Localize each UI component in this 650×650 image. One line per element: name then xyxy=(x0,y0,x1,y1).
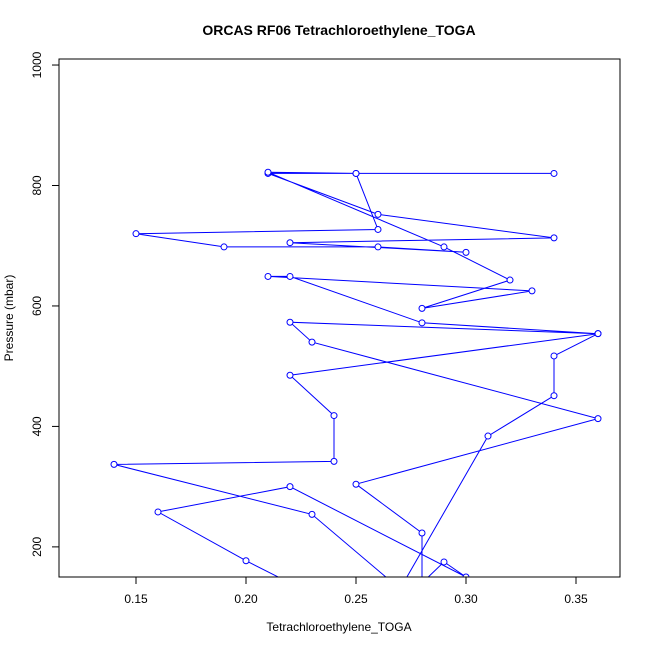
y-axis: 200 400 600 800 1000 xyxy=(30,51,60,557)
data-point xyxy=(440,243,448,251)
chart-title: ORCAS RF06 Tetrachloroethylene_TOGA xyxy=(202,22,475,38)
data-point xyxy=(110,460,118,468)
x-tick-label: 0.30 xyxy=(454,592,478,606)
data-point xyxy=(154,508,162,516)
data-point xyxy=(330,412,338,420)
x-tick-label: 0.15 xyxy=(124,592,148,606)
x-tick-label: 0.35 xyxy=(564,592,588,606)
data-point xyxy=(220,243,228,251)
data-point xyxy=(462,248,470,256)
data-point xyxy=(286,318,294,326)
data-point xyxy=(286,483,294,491)
data-point xyxy=(374,243,382,251)
data-point xyxy=(352,480,360,488)
data-point xyxy=(352,169,360,177)
series-layer xyxy=(110,168,602,577)
y-tick-label: 1000 xyxy=(30,51,44,78)
data-point xyxy=(418,304,426,312)
data-point xyxy=(330,457,338,465)
data-point xyxy=(418,529,426,537)
data-point xyxy=(286,239,294,247)
data-point xyxy=(242,557,250,565)
y-tick-label: 200 xyxy=(30,537,44,557)
x-tick-label: 0.25 xyxy=(344,592,368,606)
data-point xyxy=(264,168,272,176)
data-point xyxy=(462,573,470,577)
data-point xyxy=(418,319,426,327)
data-point xyxy=(506,276,514,284)
data-point xyxy=(550,352,558,360)
data-point xyxy=(440,558,448,566)
x-tick-label: 0.20 xyxy=(234,592,258,606)
y-tick-label: 800 xyxy=(30,175,44,195)
data-point xyxy=(550,169,558,177)
y-tick-label: 600 xyxy=(30,296,44,316)
data-point xyxy=(374,210,382,218)
data-point xyxy=(550,392,558,400)
x-axis: 0.15 0.20 0.25 0.30 0.35 xyxy=(124,576,588,606)
data-point xyxy=(528,287,536,295)
data-point xyxy=(550,234,558,242)
y-axis-label: Pressure (mbar) xyxy=(2,275,16,362)
data-point xyxy=(286,272,294,280)
data-point xyxy=(132,230,140,238)
x-axis-label: Tetrachloroethylene_TOGA xyxy=(266,620,411,634)
data-point xyxy=(594,415,602,423)
data-point xyxy=(264,272,272,280)
data-point xyxy=(374,225,382,233)
data-point xyxy=(308,510,316,518)
y-tick-label: 400 xyxy=(30,416,44,436)
data-point xyxy=(286,371,294,379)
data-point xyxy=(594,330,602,338)
data-point xyxy=(308,338,316,346)
data-point xyxy=(484,432,492,440)
